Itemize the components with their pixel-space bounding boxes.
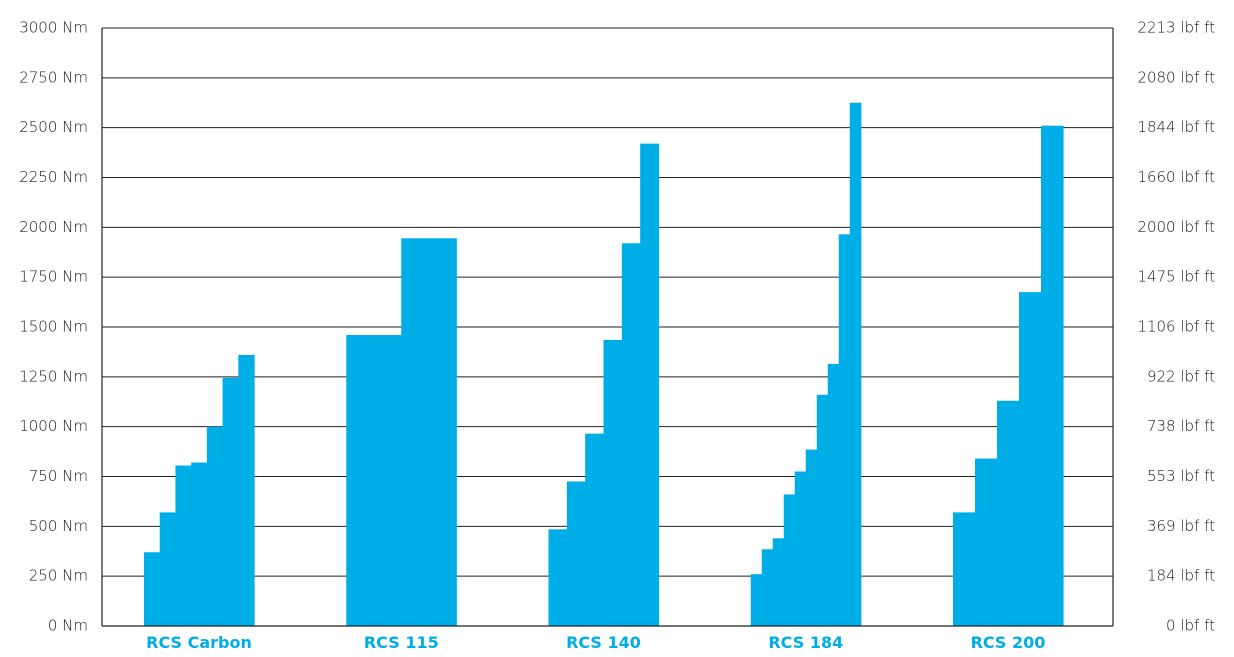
bar-group xyxy=(346,238,457,627)
right-tick-label: 1660 lbf ft xyxy=(1137,168,1215,186)
category-label: RCS 140 xyxy=(566,633,641,652)
bar-step xyxy=(566,481,586,626)
category-label: RCS 200 xyxy=(971,633,1046,652)
category-label: RCS Carbon xyxy=(146,633,252,652)
bar-step xyxy=(603,339,623,626)
left-tick-label: 0 Nm xyxy=(48,617,88,635)
right-tick-label: 1844 lbf ft xyxy=(1137,118,1215,136)
left-tick-label: 2750 Nm xyxy=(19,68,88,86)
bar-step xyxy=(621,243,641,626)
bar-step xyxy=(794,471,807,626)
bar-step xyxy=(805,449,818,626)
bar-step xyxy=(1019,292,1042,626)
bar-step xyxy=(191,462,208,626)
bar-group xyxy=(750,102,862,626)
right-tick-label: 0 lbf ft xyxy=(1166,617,1215,635)
right-tick-label: 738 lbf ft xyxy=(1147,417,1215,435)
bar-step xyxy=(1041,125,1064,627)
left-tick-label: 250 Nm xyxy=(29,567,88,585)
bar-step xyxy=(827,363,840,626)
right-tick-label: 1106 lbf ft xyxy=(1137,318,1215,336)
category-label: RCS 184 xyxy=(768,633,843,652)
bar-step xyxy=(640,143,660,627)
bar-step xyxy=(144,552,161,626)
left-tick-label: 1500 Nm xyxy=(19,318,88,336)
left-tick-label: 1750 Nm xyxy=(19,268,88,286)
bar-step xyxy=(159,512,177,626)
left-tick-label: 500 Nm xyxy=(29,517,88,535)
bar-step xyxy=(750,574,763,626)
bar-step xyxy=(346,334,402,626)
bar-step xyxy=(175,465,192,626)
bar-group xyxy=(144,354,255,626)
right-tick-label: 184 lbf ft xyxy=(1147,567,1215,585)
bar-step xyxy=(238,354,255,626)
bar-step xyxy=(772,538,785,626)
left-tick-label: 3000 Nm xyxy=(19,19,88,37)
bar-step xyxy=(975,458,998,626)
bar-step xyxy=(222,377,239,626)
bar-step xyxy=(849,102,862,626)
bar-step xyxy=(548,529,568,626)
left-tick-label: 1250 Nm xyxy=(19,367,88,385)
bar-step xyxy=(783,494,796,626)
right-tick-label: 2213 lbf ft xyxy=(1137,19,1215,37)
right-tick-label: 922 lbf ft xyxy=(1147,367,1215,385)
category-labels: RCS Carbon RCS 115 RCS 140 RCS 184 RCS 200 xyxy=(146,633,1045,652)
left-tick-label: 2250 Nm xyxy=(19,168,88,186)
left-axis-ticks: 0 Nm 250 Nm 500 Nm 750 Nm 1000 Nm 1250 Nm 1500… xyxy=(19,19,88,635)
bar-step xyxy=(953,512,976,626)
bar-step xyxy=(206,426,224,626)
right-tick-label: 2000 lbf ft xyxy=(1137,218,1215,236)
bar-group xyxy=(953,125,1064,627)
left-tick-label: 750 Nm xyxy=(29,467,88,485)
bar-step xyxy=(401,238,457,627)
bar-step xyxy=(585,433,605,626)
axes xyxy=(101,28,1114,627)
left-tick-label: 2000 Nm xyxy=(19,218,88,236)
bar-step xyxy=(816,394,829,626)
left-tick-label: 2500 Nm xyxy=(19,118,88,136)
right-tick-label: 369 lbf ft xyxy=(1147,517,1215,535)
bar-step xyxy=(997,400,1020,626)
right-tick-label: 2080 lbf ft xyxy=(1137,68,1215,86)
right-tick-label: 1475 lbf ft xyxy=(1137,268,1215,286)
right-axis-ticks: 0 lbf ft 184 lbf ft 369 lbf ft 553 lbf ft 73… xyxy=(1137,19,1215,635)
left-tick-label: 1000 Nm xyxy=(19,417,88,435)
bar-step xyxy=(761,549,774,626)
category-label: RCS 115 xyxy=(364,633,439,652)
bar-groups xyxy=(144,102,1064,627)
bar-step xyxy=(838,234,851,626)
bar-group xyxy=(548,143,660,627)
right-tick-label: 553 lbf ft xyxy=(1147,467,1215,485)
